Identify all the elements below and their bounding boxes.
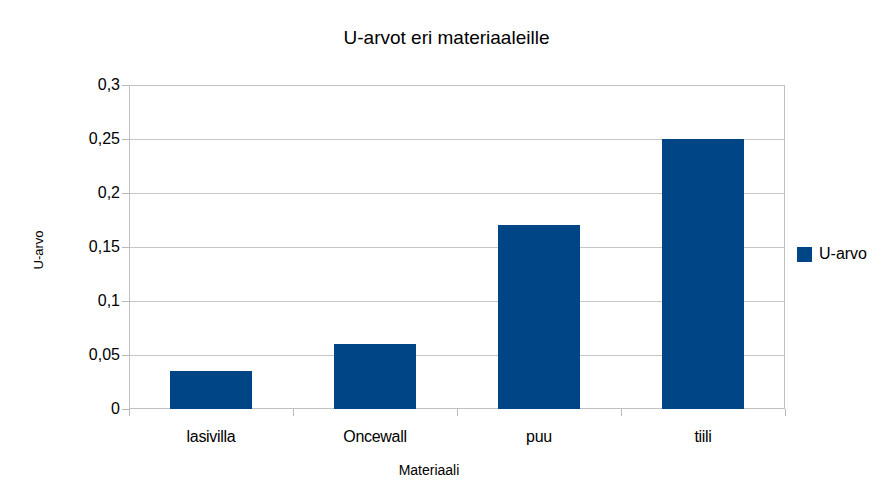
y-tick-label: 0,1 (0, 292, 120, 310)
bar (498, 225, 580, 409)
x-axis-tick (457, 409, 458, 416)
y-tick-label: 0 (0, 400, 120, 418)
legend: U-arvo (797, 245, 867, 263)
x-axis-tick (785, 409, 786, 416)
y-axis-tick (122, 355, 129, 356)
bar (334, 344, 416, 409)
bar (170, 371, 252, 409)
y-tick-label: 0,3 (0, 76, 120, 94)
legend-color-swatch (797, 247, 812, 262)
chart-canvas: U-arvot eri materiaaleille U-arvo Materi… (0, 0, 893, 498)
y-axis-tick (122, 247, 129, 248)
x-tick-label: puu (457, 427, 621, 447)
x-tick-label: tiili (621, 427, 785, 447)
y-tick-label: 0,15 (0, 238, 120, 256)
x-axis-tick (129, 409, 130, 416)
y-axis-tick (122, 85, 129, 86)
y-axis-tick (122, 409, 129, 410)
y-tick-label: 0,25 (0, 130, 120, 148)
y-axis-tick (122, 301, 129, 302)
chart-title: U-arvot eri materiaaleille (0, 27, 893, 49)
legend-label: U-arvo (819, 245, 867, 263)
x-axis-tick (293, 409, 294, 416)
x-tick-label: Oncewall (293, 427, 457, 447)
y-tick-label: 0,2 (0, 184, 120, 202)
y-axis-tick (122, 193, 129, 194)
y-axis-tick (122, 139, 129, 140)
x-axis-title: Materiaali (0, 462, 858, 478)
x-axis-tick (621, 409, 622, 416)
bar (662, 139, 744, 409)
x-tick-label: lasivilla (129, 427, 293, 447)
y-tick-label: 0,05 (0, 346, 120, 364)
